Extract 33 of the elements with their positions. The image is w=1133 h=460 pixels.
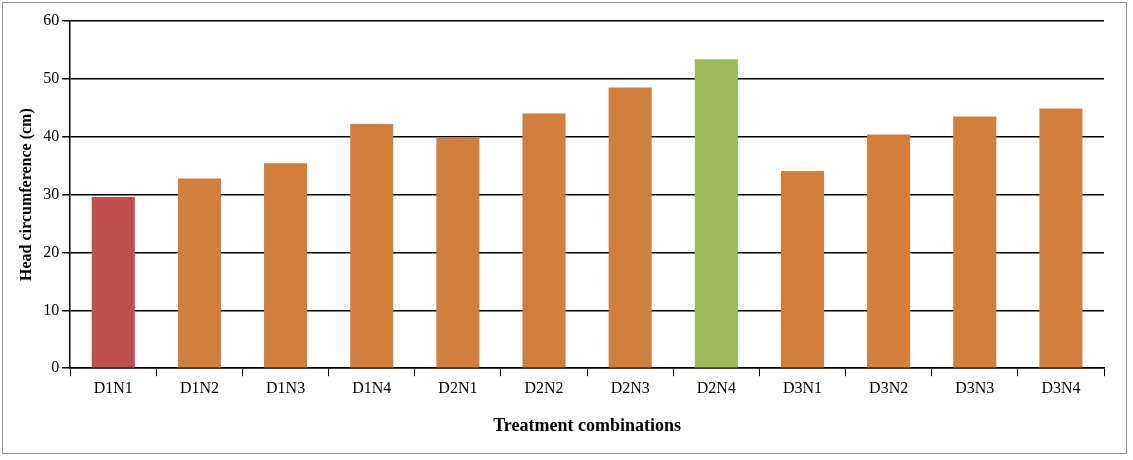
bar xyxy=(1039,108,1083,368)
x-axis-title: Treatment combinations xyxy=(493,414,682,435)
bar xyxy=(91,196,135,368)
x-tick-label: D1N2 xyxy=(179,379,219,396)
x-tick-label: D2N4 xyxy=(696,379,736,396)
bar xyxy=(780,170,825,368)
x-tick-label: D2N3 xyxy=(610,379,650,396)
bar xyxy=(953,116,997,368)
x-tick-label: D3N2 xyxy=(869,379,909,396)
bar xyxy=(436,137,480,368)
y-tick-label: 50 xyxy=(43,69,60,87)
x-tick-label: D2N1 xyxy=(438,379,478,396)
bar xyxy=(608,87,652,368)
y-tick-label: 20 xyxy=(43,242,60,260)
bar xyxy=(177,178,221,368)
bar xyxy=(867,134,911,368)
bar xyxy=(522,113,566,368)
y-axis-title: Head circumference (cm) xyxy=(16,108,35,281)
x-tick-label: D3N1 xyxy=(782,379,823,396)
x-tick-label: D1N1 xyxy=(93,379,133,396)
y-tick-label: 60 xyxy=(43,11,60,29)
y-tick-label: 40 xyxy=(43,126,60,144)
bar xyxy=(350,124,394,368)
x-tick-label: D3N3 xyxy=(955,379,995,396)
bar xyxy=(264,163,308,368)
y-tick-label: 30 xyxy=(43,184,60,202)
x-tick-label: D1N3 xyxy=(266,379,306,396)
y-tick-label: 0 xyxy=(51,358,60,376)
x-tick-label: D1N4 xyxy=(352,379,392,396)
x-tick-label: D3N4 xyxy=(1041,379,1081,396)
x-tick-label: D2N2 xyxy=(524,379,564,396)
y-tick-label: 10 xyxy=(43,300,60,318)
bar xyxy=(694,59,738,368)
